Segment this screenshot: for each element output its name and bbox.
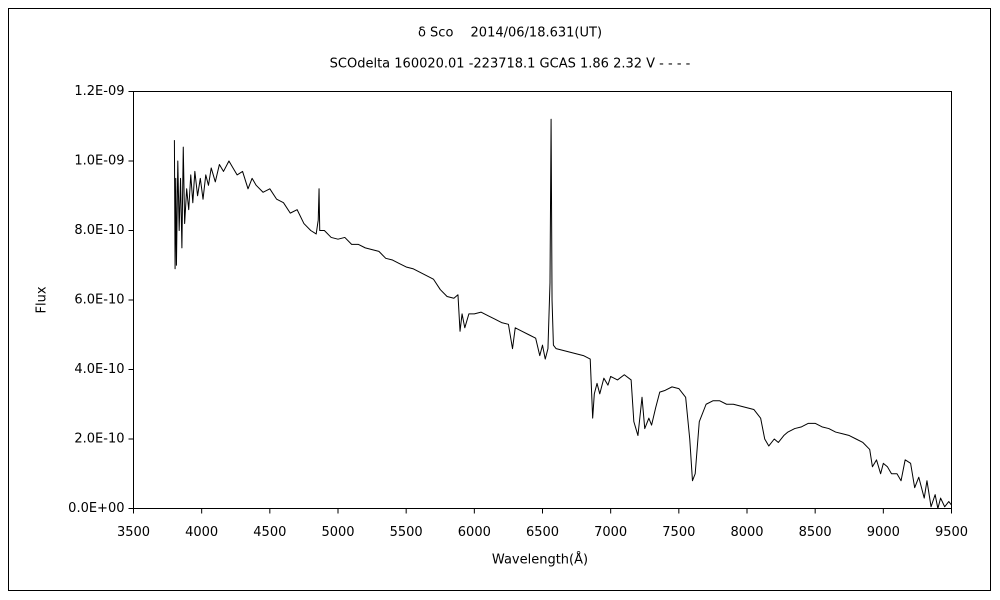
x-tick-label: 5000 — [321, 525, 354, 540]
x-tick-label: 8000 — [730, 525, 763, 540]
x-tick-label: 6500 — [526, 525, 559, 540]
x-tick-label: 7500 — [662, 525, 695, 540]
x-tick-label: 3500 — [117, 525, 150, 540]
y-tick-label: 1.0E-09 — [74, 154, 124, 169]
x-tick-label: 9500 — [935, 525, 968, 540]
x-tick-label: 6000 — [458, 525, 491, 540]
x-axis-label: Wavelength(Å) — [492, 552, 588, 568]
y-tick-label: 4.0E-10 — [74, 362, 124, 377]
spectrum-line — [173, 118, 952, 509]
x-tick-label: 4000 — [185, 525, 218, 540]
chart-subtitle: SCOdelta 160020.01 -223718.1 GCAS 1.86 2… — [330, 57, 691, 72]
x-tick-label: 9000 — [867, 525, 900, 540]
y-tick-label: 1.2E-09 — [74, 84, 124, 99]
x-tick-label: 4500 — [253, 525, 286, 540]
chart-title: δ Sco 2014/06/18.631(UT) — [418, 26, 602, 41]
y-tick-label: 2.0E-10 — [74, 432, 124, 447]
x-tick-label: 8500 — [799, 525, 832, 540]
y-axis-label: Flux — [35, 286, 50, 313]
chart-frame — [8, 8, 991, 591]
y-tick-label: 8.0E-10 — [74, 223, 124, 238]
y-tick-label: 0.0E+00 — [68, 501, 124, 516]
y-tick-label: 6.0E-10 — [74, 293, 124, 308]
x-tick-label: 7000 — [594, 525, 627, 540]
x-tick-label: 5500 — [390, 525, 423, 540]
